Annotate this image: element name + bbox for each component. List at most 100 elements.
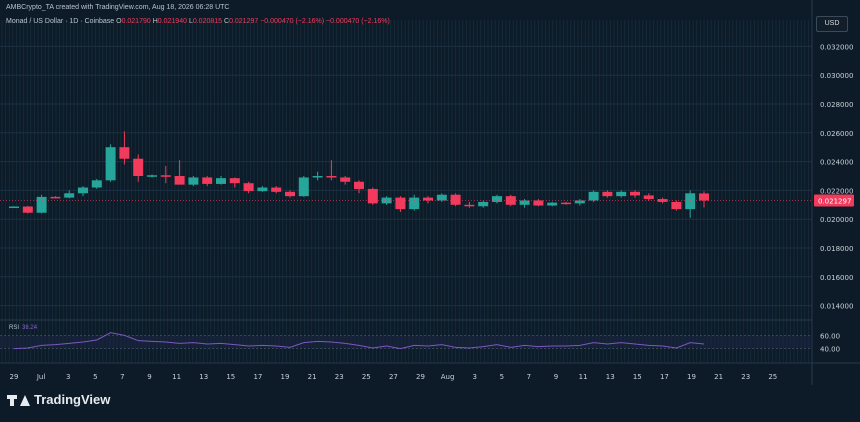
last-price-label: 0.021297 <box>818 198 851 206</box>
price-tick-label: 0.024000 <box>820 159 853 167</box>
candle-body <box>354 181 364 189</box>
candle-body <box>312 176 323 178</box>
candle-body <box>243 183 254 192</box>
time-tick-label: 19 <box>687 373 696 381</box>
rsi-line <box>13 332 705 350</box>
candle-body <box>699 193 709 201</box>
low-value: 0.020815 <box>192 18 223 25</box>
candle-body <box>657 199 668 202</box>
time-tick-label: 7 <box>527 373 531 381</box>
candle-body <box>119 147 130 159</box>
time-tick-label: 13 <box>606 373 615 381</box>
rsi-legend: RSI 38.24 <box>9 325 37 331</box>
candle-body <box>64 193 75 198</box>
rsi-value: 38.24 <box>22 325 38 331</box>
time-tick-label: 17 <box>660 373 669 381</box>
price-tick-label: 0.014000 <box>820 303 853 311</box>
candle-body <box>395 197 406 210</box>
time-tick-label: 29 <box>416 373 425 381</box>
time-tick-label: 23 <box>335 373 344 381</box>
change-percent: −0.000470 (−2.16%) <box>326 18 390 25</box>
time-tick-label: 3 <box>472 373 476 381</box>
time-tick-label: 25 <box>362 373 371 381</box>
rsi-level-label: 40.00 <box>820 346 840 354</box>
candle-body <box>616 191 627 197</box>
time-tick-label: 5 <box>93 373 97 381</box>
candle-body <box>423 197 433 201</box>
candle-body <box>492 196 502 202</box>
candle-body <box>91 180 102 188</box>
time-tick-label: 15 <box>633 373 642 381</box>
candle-body <box>160 175 171 177</box>
candle-body <box>271 187 282 192</box>
candle-body <box>147 175 157 177</box>
time-tick-label: 11 <box>172 373 181 381</box>
brand-name: TradingView <box>34 392 111 407</box>
candle-body <box>367 188 378 204</box>
tradingview-brand[interactable]: TradingView <box>7 392 110 407</box>
price-tick-label: 0.028000 <box>820 101 853 109</box>
currency-button[interactable]: USD <box>816 16 848 32</box>
rsi-band <box>0 335 812 349</box>
price-tick-label: 0.030000 <box>820 72 853 80</box>
tradingview-logo-icon <box>7 393 30 407</box>
candle-body <box>78 187 88 194</box>
footer-bar <box>0 385 860 417</box>
time-tick-label: 9 <box>147 373 151 381</box>
open-value: 0.021790 <box>121 18 151 25</box>
candle-body <box>229 178 240 184</box>
symbol-description: Monad / US Dollar · 1D · Coinbase <box>6 18 115 25</box>
open-label: O <box>116 18 122 25</box>
time-tick-label: 23 <box>741 373 750 381</box>
candle-body <box>643 195 654 200</box>
candle-body <box>257 187 268 192</box>
time-tick-label: 15 <box>226 373 235 381</box>
candle-body <box>50 196 61 199</box>
price-tick-label: 0.032000 <box>820 43 853 51</box>
candle-body <box>630 191 640 196</box>
candle-body <box>588 191 599 201</box>
candle-body <box>174 176 185 185</box>
candle-body <box>22 206 33 213</box>
candle-body <box>285 191 295 197</box>
time-tick-label: Aug <box>441 373 455 381</box>
close-value: 0.021297 <box>229 18 259 25</box>
high-label: H <box>152 18 158 25</box>
time-tick-label: 17 <box>253 373 262 381</box>
candle-body <box>133 158 144 176</box>
candle-body <box>409 197 420 210</box>
price-tick-label: 0.016000 <box>820 274 853 282</box>
time-tick-label: 19 <box>281 373 290 381</box>
high-value: 0.021940 <box>157 18 187 25</box>
time-tick-label: 21 <box>308 373 317 381</box>
candle-body <box>450 194 461 205</box>
rsi-level-label: 60.00 <box>820 332 840 340</box>
candle-body <box>464 204 475 207</box>
price-tick-label: 0.026000 <box>820 130 853 138</box>
time-tick-label: 11 <box>579 373 588 381</box>
time-tick-label: 13 <box>199 373 208 381</box>
candle-body <box>436 194 447 201</box>
time-tick-label: Jul <box>36 373 46 381</box>
rsi-label: RSI <box>9 325 20 331</box>
attribution-text: AMBCrypto_TA created with TradingView.co… <box>6 4 230 11</box>
candle-body <box>547 202 558 206</box>
candle-body <box>9 206 19 209</box>
time-tick-label: 21 <box>714 373 723 381</box>
candle-body <box>478 201 489 207</box>
time-tick-label: 3 <box>66 373 70 381</box>
candle-body <box>381 197 392 204</box>
candle-body <box>519 200 530 205</box>
price-tick-label: 0.022000 <box>820 187 853 195</box>
close-label: C <box>224 18 230 25</box>
candle-body <box>574 200 585 204</box>
change-value: −0.000470 (−2.16%) <box>260 18 325 25</box>
candle-body <box>188 177 199 185</box>
candle-body <box>685 193 696 210</box>
candle-body <box>36 196 47 213</box>
candle-body <box>340 177 351 182</box>
time-tick-label: 27 <box>389 373 398 381</box>
candle-body <box>671 201 682 210</box>
